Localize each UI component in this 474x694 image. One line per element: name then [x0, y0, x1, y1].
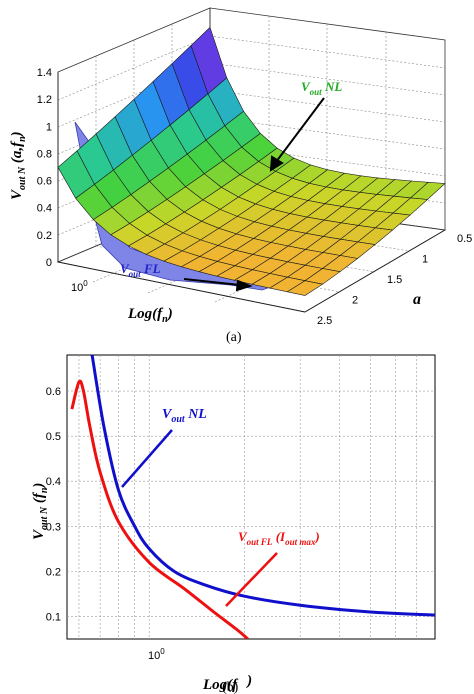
x-axis-label-b: Log(f) — [202, 673, 252, 693]
x-tick-label-b: 100 — [148, 647, 165, 662]
z-label-close: ) — [9, 131, 25, 138]
nl-surface — [57, 26, 446, 296]
annotation-nl-a: Vout NL — [301, 79, 342, 97]
plot-frame-b — [66, 354, 436, 640]
surface-chart: 00.20.40.60.811.21.4 0.511.522.5 100 Vou… — [9, 7, 472, 345]
chart-a-box-edges — [57, 72, 446, 313]
ann-nl-a-rest: NL — [322, 79, 343, 94]
ann-nl-b-sub: out — [171, 414, 186, 425]
x-tick-exp-b: 0 — [160, 647, 165, 656]
y-tick-label-b: 0.6 — [46, 386, 61, 398]
a-axis-ticks: 0.5 1 1.5 2 2.5 — [317, 233, 472, 327]
z-tick-label: 0.4 — [37, 203, 52, 215]
x-label-a-close: ) — [166, 306, 173, 322]
y-tick-label-b: 0.3 — [46, 521, 61, 533]
x-tick-base-a: 10 — [71, 282, 83, 294]
ann-nl-b-rest: NL — [185, 407, 207, 422]
a-tick-label: 0.5 — [457, 233, 472, 245]
ann-fl-a-rest: FL — [141, 261, 161, 276]
x-label-a-sub: n — [162, 314, 168, 325]
ann-nl-a-sub: out — [310, 87, 323, 97]
ann-fl-b-rest-sub: out max — [285, 537, 316, 547]
x-label-b-main: Log(f — [202, 677, 239, 693]
a-tick-label: 2 — [352, 295, 358, 307]
x-label-b-close: ) — [245, 673, 252, 689]
ann-fl-a-main: V — [120, 261, 130, 276]
ann-fl-b-sub: out FL — [247, 537, 273, 547]
arrow-fl-a — [183, 278, 253, 292]
line-chart: 0.1 0.2 0.3 0.4 0.5 0.6 100 Vout N (fn) Log(f… — [31, 354, 436, 694]
a-axis-label: a — [413, 291, 421, 308]
ann-fl-b-main: V — [238, 529, 248, 544]
z-label-rest: (a,f — [9, 140, 25, 167]
y-label-b-sub: out N — [39, 506, 50, 530]
caption-a: (a) — [226, 330, 242, 345]
a-tick-label: 1 — [422, 254, 428, 266]
y-label-b-main: V — [31, 528, 47, 540]
z-tick-label: 1 — [46, 121, 52, 133]
x-label-a-main: Log(f — [127, 306, 164, 322]
y-tick-label-b: 0.4 — [46, 476, 61, 488]
z-tick-label: 0 — [46, 257, 52, 269]
x-tick-label-a: 100 — [71, 279, 88, 294]
annotation-fl-b: Vout FL (Iout max) — [238, 529, 320, 547]
y-tick-label-b: 0.2 — [46, 566, 61, 578]
z-tick-label: 0.8 — [37, 148, 52, 160]
y-label-b-rest-sub: n — [39, 487, 50, 493]
z-label-main: V — [9, 188, 25, 200]
arrow-nl-a — [269, 97, 325, 172]
ann-fl-b-rest: (I — [272, 529, 286, 544]
caption-b: (b) — [222, 680, 239, 694]
ann-nl-a-main: V — [301, 79, 311, 94]
pointer-fl-b — [225, 552, 278, 607]
y-tick-label-b: 0.1 — [46, 611, 61, 623]
y-label-b-close: ) — [31, 483, 47, 490]
series-line-nl — [90, 355, 435, 617]
y-axis-ticks-b: 0.1 0.2 0.3 0.4 0.5 0.6 — [46, 386, 61, 623]
annotation-fl-a: Vout FL — [120, 261, 161, 279]
z-label-rest-sub: n — [17, 136, 28, 142]
z-axis-ticks: 0 0.2 0.4 0.6 0.8 1 1.2 1.4 — [37, 67, 52, 269]
x-tick-base-b: 10 — [148, 650, 160, 662]
y-tick-label-b: 0.5 — [46, 431, 61, 443]
surface-cell — [286, 280, 324, 296]
y-label-b-rest: (f — [31, 491, 47, 507]
chart-b-series — [70, 355, 435, 639]
ann-fl-a-sub: out — [129, 269, 142, 279]
z-tick-label: 1.4 — [37, 67, 52, 79]
z-tick-label: 0.2 — [37, 230, 52, 242]
x-axis-label-a: Log(fn) — [127, 306, 173, 325]
z-axis-label: Vout N (a,fn) — [9, 131, 28, 200]
x-tick-exp-a: 0 — [83, 279, 88, 288]
ann-nl-b-main: V — [162, 407, 173, 422]
a-tick-label: 2.5 — [317, 315, 332, 327]
a-tick-label: 1.5 — [387, 274, 402, 286]
z-tick-label: 1.2 — [37, 94, 52, 106]
series-line-fl — [70, 379, 249, 639]
pointer-nl-b — [121, 429, 173, 488]
z-label-sub: out N — [17, 166, 28, 190]
ann-fl-b-close: ) — [314, 529, 319, 544]
z-tick-label: 0.6 — [37, 176, 52, 188]
y-axis-label-b: Vout N (fn) — [31, 483, 50, 540]
annotation-nl-b: Vout NL — [162, 407, 207, 425]
